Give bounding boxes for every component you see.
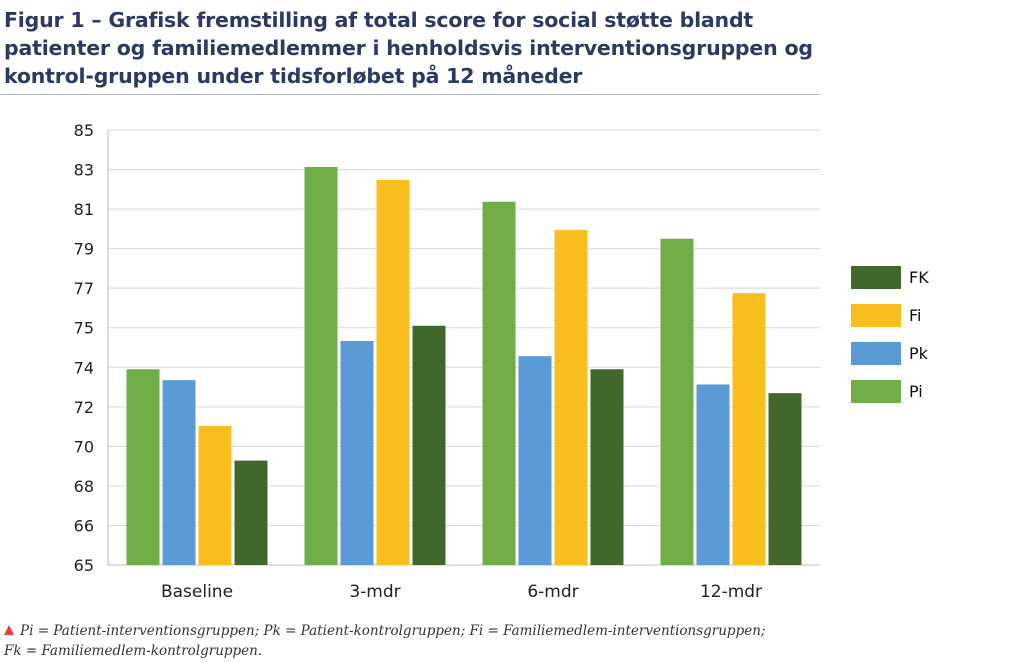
x-tick-label: 3-mdr — [349, 582, 400, 602]
legend-label: Pi — [909, 381, 923, 401]
bar-pi-6-mdr — [482, 201, 516, 565]
title-divider — [0, 94, 820, 95]
y-tick-label: 74 — [74, 358, 94, 377]
bar-fk-6-mdr — [590, 369, 624, 565]
y-tick-label: 79 — [74, 240, 94, 259]
bar-fk-12-mdr — [768, 393, 802, 565]
bar-pi-baseline — [126, 369, 160, 565]
bar-fk-baseline — [234, 460, 268, 565]
bar-fk-3-mdr — [412, 325, 446, 565]
bar-pk-3-mdr — [340, 340, 374, 565]
footnote-line-1: Pi = Patient-interventionsgruppen; Pk = … — [20, 623, 766, 639]
bar-fi-3-mdr — [376, 180, 410, 565]
bar-pk-12-mdr — [696, 384, 730, 565]
y-tick-label: 68 — [74, 477, 94, 496]
chart-footnote: Pi = Patient-interventionsgruppen; Pk = … — [4, 621, 1014, 661]
x-tick-label: Baseline — [161, 582, 233, 602]
y-tick-label: 77 — [74, 279, 94, 298]
bar-pk-baseline — [162, 380, 196, 565]
bar-chart: 65 66 68 70 72 74 75 77 79 81 83 85 Baseline 3-mdr 6-m… — [74, 121, 820, 602]
triangle-marker-icon — [4, 625, 14, 635]
legend-label: Pk — [909, 343, 928, 363]
y-tick-label: 70 — [74, 437, 94, 456]
y-tick-label: 66 — [74, 516, 94, 535]
legend-item-fi: Fi — [851, 296, 929, 334]
y-tick-label: 81 — [74, 200, 94, 219]
chart-title: Figur 1 – Grafisk fremstilling af total … — [4, 8, 813, 88]
bar-fi-6-mdr — [554, 230, 588, 566]
bar-pi-3-mdr — [304, 166, 338, 565]
y-tick-label: 65 — [74, 556, 94, 575]
bar-fi-baseline — [198, 425, 232, 565]
legend-label: FK — [909, 267, 929, 287]
y-tick-label: 85 — [74, 121, 94, 140]
legend-label: Fi — [909, 305, 922, 325]
y-tick-label: 75 — [74, 319, 94, 338]
legend-item-pi: Pi — [851, 372, 929, 410]
legend-item-fk: FK — [851, 258, 929, 296]
y-tick-label: 83 — [74, 161, 94, 180]
chart-legend: FK Fi Pk Pi — [851, 258, 929, 410]
footnote-line-2: Fk = Familiemedlem-kontrolgruppen. — [4, 643, 263, 659]
legend-swatch — [851, 341, 901, 365]
legend-item-pk: Pk — [851, 334, 929, 372]
bar-fi-12-mdr — [732, 293, 766, 565]
legend-swatch — [851, 265, 901, 289]
legend-swatch — [851, 379, 901, 403]
legend-swatch — [851, 303, 901, 327]
x-tick-label: 12-mdr — [700, 582, 762, 602]
bar-pi-12-mdr — [660, 238, 694, 565]
bar-pk-6-mdr — [518, 356, 552, 565]
y-tick-label: 72 — [74, 398, 94, 417]
x-tick-label: 6-mdr — [527, 582, 578, 602]
